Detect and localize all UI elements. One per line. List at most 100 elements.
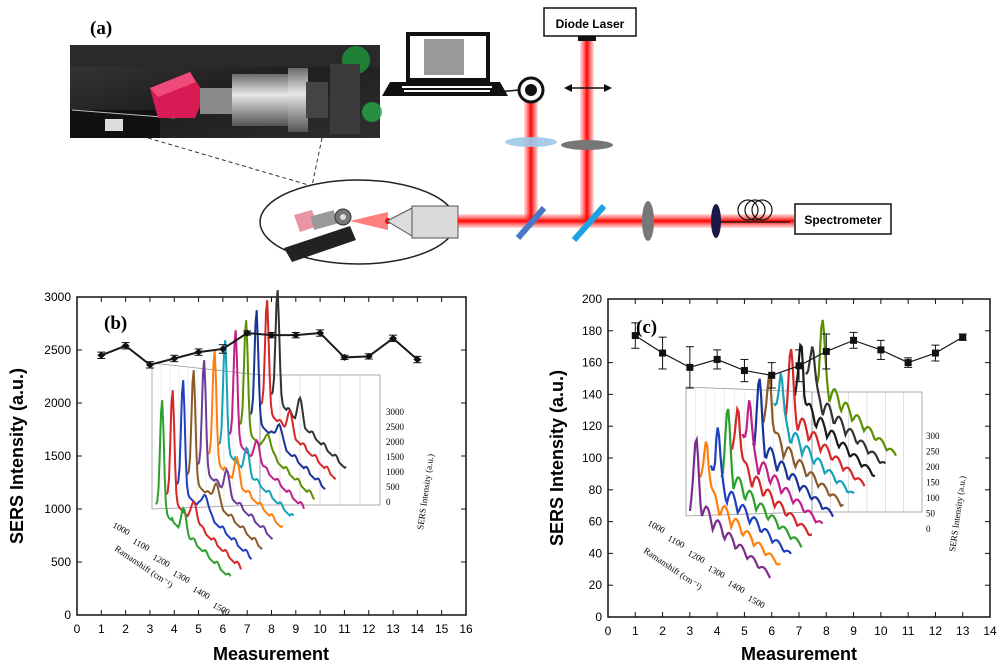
lens (505, 137, 557, 147)
x-tick-label: 3 (147, 622, 154, 636)
inset-x-tick-label: 1200 (686, 548, 707, 566)
diode-laser-box: Diode Laser (543, 7, 637, 41)
y-tick-label: 80 (589, 483, 603, 497)
data-point (340, 353, 349, 361)
inset-spectrum (218, 340, 295, 517)
inset-spectrum (197, 360, 274, 540)
panel-label: (c) (636, 317, 657, 338)
inset-spectrum (239, 320, 316, 500)
x-tick-label: 0 (605, 624, 612, 638)
data-point (218, 345, 227, 353)
inset-spectrum (730, 404, 813, 537)
inset-x-tick-label: 1500 (746, 593, 767, 611)
filter (561, 140, 613, 150)
y-axis-label: SERS Intensity (a.u.) (7, 368, 27, 544)
y-tick-label: 100 (582, 451, 602, 465)
plot-frame (76, 296, 467, 616)
data-point (364, 352, 373, 360)
x-tick-label: 3 (687, 624, 694, 638)
y-tick-label: 140 (582, 387, 602, 401)
inset-x-tick-label: 1100 (666, 533, 687, 550)
inset-z-tick-label: 50 (926, 509, 936, 519)
x-tick-label: 7 (796, 624, 803, 638)
fiber-icon (720, 199, 790, 223)
inset-spectrum (751, 378, 834, 518)
dichroic-mirror (571, 204, 607, 242)
inset-spectrum (165, 390, 242, 570)
series (631, 322, 967, 389)
inset-spectrum (805, 346, 887, 465)
data-point (389, 334, 398, 342)
inset-z-tick-label: 0 (386, 497, 391, 507)
inset-z-tick-label: 150 (926, 478, 940, 488)
series-line (100, 332, 419, 366)
data-point (267, 331, 276, 339)
spectrometer-box: Spectrometer (794, 203, 892, 235)
data-point (145, 361, 154, 369)
x-tick-label: 5 (195, 622, 202, 636)
inset-z-tick-label: 100 (926, 493, 940, 503)
inset-spectrum (186, 370, 263, 550)
y-tick-label: 2500 (44, 343, 71, 357)
mirror (515, 206, 547, 240)
y-tick-label: 500 (51, 555, 71, 569)
data-point (413, 356, 422, 364)
x-axis-label: Measurement (741, 644, 857, 663)
x-tick-label: 2 (659, 624, 666, 638)
diode-laser-label: Diode Laser (556, 17, 625, 31)
x-axis-label: Measurement (213, 644, 329, 663)
inset-z-tick-label: 200 (926, 462, 940, 472)
inset-spectrum (688, 435, 771, 579)
x-tick-label: 15 (435, 622, 449, 636)
inset-z-tick-label: 500 (386, 482, 400, 492)
inset-spectrum (270, 290, 347, 469)
inset-x-tick-label: 1300 (171, 568, 192, 586)
x-tick-label: 10 (313, 622, 327, 636)
inset-spectrum (720, 408, 803, 548)
y-tick-label: 1500 (44, 449, 71, 463)
y-tick-label: 3000 (44, 290, 71, 304)
photo-inset (70, 45, 382, 138)
inset-z-axis-label: SERS Intensity (a.u.) (415, 453, 436, 530)
data-point (850, 336, 858, 344)
x-tick-label: 8 (268, 622, 275, 636)
translation-arrow-icon (564, 84, 612, 92)
data-point (659, 349, 667, 357)
inset-spectrum (228, 330, 305, 510)
x-tick-label: 0 (74, 622, 81, 636)
axes: 0 1 2 3 4 5 6 7 8 9 10 11 12 13 14 15 160500100015002000… (44, 290, 473, 636)
inset-spectrum (709, 427, 792, 555)
inset-spectrum (762, 373, 844, 508)
y-tick-label: 0 (64, 608, 71, 622)
inset-spectrum (176, 380, 253, 560)
x-tick-label: 9 (850, 624, 857, 638)
inset-spectrum (207, 350, 284, 528)
y-tick-label: 2000 (44, 396, 71, 410)
x-tick-label: 13 (386, 622, 400, 636)
setup-diagram: (a) (70, 7, 892, 265)
inset-x-tick-label: 1000 (646, 518, 667, 536)
inset-z-tick-label: 2500 (386, 422, 405, 432)
x-tick-label: 16 (459, 622, 473, 636)
data-point (316, 329, 325, 337)
y-tick-label: 160 (582, 356, 602, 370)
x-tick-label: 11 (338, 622, 351, 636)
filter-2 (642, 201, 654, 241)
x-tick-label: 4 (714, 624, 721, 638)
data-point (795, 362, 803, 370)
data-point (170, 354, 179, 362)
inset-z-axis-label: SERS Intensity (a.u.) (947, 475, 968, 552)
series (97, 329, 422, 369)
x-tick-label: 4 (171, 622, 178, 636)
coupler-lens (711, 204, 721, 238)
x-tick-label: 10 (874, 624, 888, 638)
axes: 0 1 2 3 4 5 6 7 8 9 10 11 12 13 1402040608010012014016… (582, 292, 997, 638)
y-tick-label: 120 (582, 419, 602, 433)
data-point (97, 351, 106, 359)
x-tick-label: 12 (929, 624, 943, 638)
x-tick-label: 6 (768, 624, 775, 638)
spectrometer-label: Spectrometer (804, 213, 882, 227)
